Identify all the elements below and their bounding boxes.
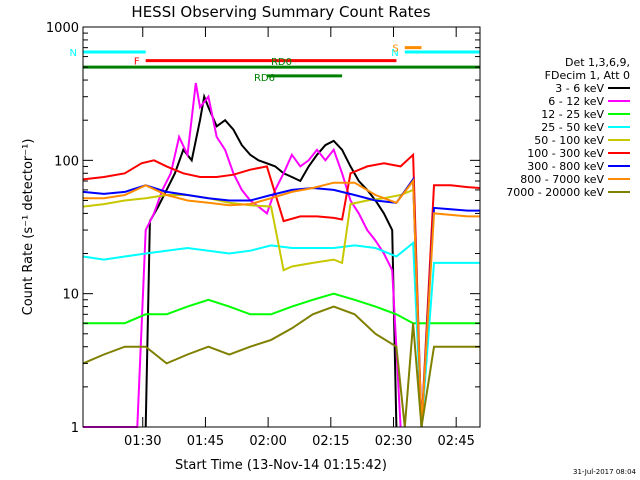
state-bar-label-f-3: F: [134, 57, 140, 68]
y-tick-label-0: 1: [71, 421, 79, 436]
series-line-1: [83, 82, 402, 428]
y-tick-label-3: 1000: [46, 21, 79, 36]
series-line-7: [83, 178, 480, 428]
state-bar-label-n-0: N: [70, 48, 77, 59]
x-tick-label-5: 02:45: [437, 434, 474, 449]
series-line-8: [82, 305, 480, 428]
legend-header-1: FDecim 1, Att 0: [545, 69, 630, 82]
legend-entry-6: 300 - 800 keV: [527, 160, 604, 173]
state-bar-label-s-2: S: [392, 44, 398, 55]
y-tick-label-2: 100: [54, 154, 79, 169]
x-tick-label-4: 02:30: [375, 434, 412, 449]
x-axis: 01:30 01:45 02:00 02:15 02:30 02:45: [124, 27, 475, 449]
generation-timestamp: 31-Jul-2017 08:04: [573, 468, 637, 476]
x-tick-label-0: 01:30: [124, 434, 161, 449]
legend-entry-2: 12 - 25 keV: [541, 108, 604, 121]
legend-entry-0: 3 - 6 keV: [555, 82, 604, 95]
y-axis: 1 10 100 1000: [46, 21, 480, 436]
chart-title: HESSI Observing Summary Count Rates: [131, 3, 430, 21]
series-line-4: [82, 188, 414, 272]
legend-entry-5: 100 - 300 keV: [527, 147, 604, 160]
state-bar-label-rd0-4: RD0: [271, 57, 292, 68]
plot-frame: [82, 26, 481, 428]
legend-entry-4: 50 - 100 keV: [534, 134, 604, 147]
x-tick-label-3: 02:15: [312, 434, 349, 449]
state-bar-label-n-1: N: [391, 48, 398, 59]
x-tick-label-1: 01:45: [187, 434, 224, 449]
legend-entry-7: 800 - 7000 keV: [520, 173, 604, 186]
y-axis-label: Count Rate (s⁻¹ detector⁻¹): [21, 139, 36, 316]
x-axis-label: Start Time (13-Nov-14 01:15:42): [175, 458, 387, 473]
series-line-3: [82, 240, 480, 428]
y-tick-label-1: 10: [62, 288, 79, 303]
x-tick-label-2: 02:00: [249, 434, 286, 449]
legend-entry-8: 7000 - 20000 keV: [506, 186, 604, 199]
legend-header-0: Det 1,3,6,9,: [565, 56, 630, 69]
legend-entry-1: 6 - 12 keV: [548, 95, 604, 108]
legend-entry-3: 25 - 50 keV: [541, 121, 604, 134]
state-bar-label-rd6-5: RD6: [254, 73, 275, 84]
